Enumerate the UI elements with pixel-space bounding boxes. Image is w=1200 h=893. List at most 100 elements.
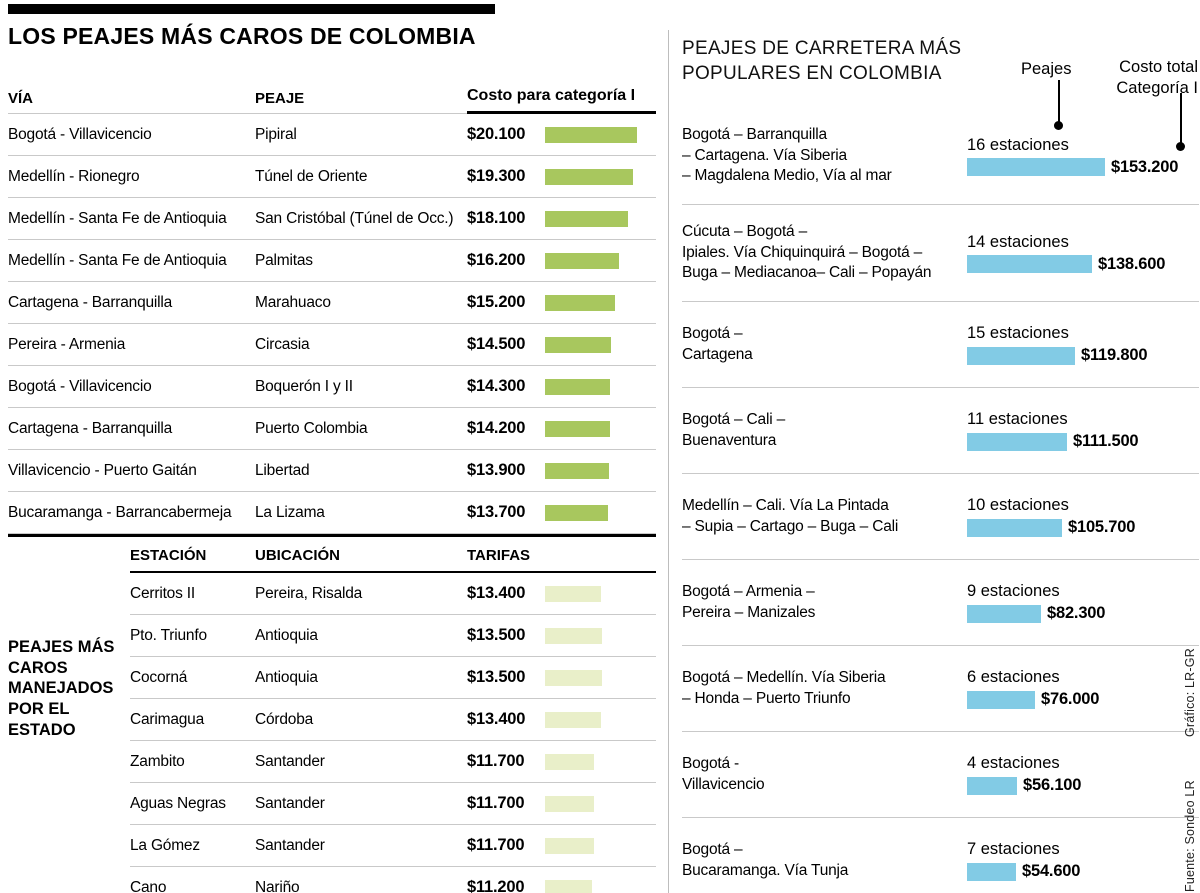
toll-cost: $14.500 <box>467 335 526 353</box>
toll-value-bar <box>545 504 608 521</box>
expensive-tolls-rows: Bogotá - Villavicencio Pipiral $20.100 M… <box>8 114 656 534</box>
route-row: Bogotá – Bucaramanga. Vía Tunja 7 estaci… <box>682 818 1199 893</box>
legend-stations-label: Peajes <box>1021 60 1072 78</box>
station-tariff: $13.500 <box>467 626 526 644</box>
toll-value-bar <box>545 126 637 143</box>
toll-via: Bucaramanga - Barrancabermeja <box>8 503 232 521</box>
station-name: La Gómez <box>130 836 200 854</box>
station-tariff: $13.400 <box>467 584 526 602</box>
route-row: Medellín – Cali. Vía La Pintada – Supia … <box>682 474 1199 561</box>
legend-stations-callout-line <box>1058 80 1060 124</box>
vertical-divider <box>668 30 669 893</box>
title-rule <box>8 4 495 14</box>
state-toll-row: Cano Nariño $11.200 <box>130 867 656 893</box>
toll-cost: $15.200 <box>467 293 526 311</box>
station-tariff: $13.500 <box>467 668 526 686</box>
route-bar-line: $56.100 <box>967 776 1199 795</box>
route-total-cost: $54.600 <box>1022 862 1081 881</box>
toll-peaje: Palmitas <box>255 251 313 269</box>
toll-peaje: La Lizama <box>255 503 325 521</box>
station-location: Pereira, Risalda <box>255 584 363 602</box>
station-location: Nariño <box>255 878 300 893</box>
toll-bar-cell <box>545 420 656 437</box>
toll-cost: $16.200 <box>467 251 526 269</box>
toll-cost: $13.900 <box>467 461 526 479</box>
route-stations-count: 4 estaciones <box>967 754 1060 773</box>
toll-peaje: Circasia <box>255 335 310 353</box>
credit-source: Fuente: Sondeo LR <box>1183 780 1197 892</box>
toll-row: Bogotá - Villavicencio Boquerón I y II $… <box>8 366 656 408</box>
toll-cost: $13.700 <box>467 503 526 521</box>
route-row: Bogotá – Cali – Buenaventura 11 estacion… <box>682 388 1199 475</box>
state-toll-row: Pto. Triunfo Antioquia $13.500 <box>130 615 656 657</box>
route-total-cost: $76.000 <box>1041 690 1100 709</box>
station-name: Cerritos II <box>130 584 195 602</box>
toll-bar-cell <box>545 126 656 143</box>
station-bar-cell <box>545 585 656 602</box>
section-divider <box>8 534 656 537</box>
toll-cost: $18.100 <box>467 209 526 227</box>
route-bar-line: $153.200 <box>967 158 1199 177</box>
route-total-cost: $153.200 <box>1111 157 1179 176</box>
route-bar-line: $138.600 <box>967 255 1199 274</box>
station-location: Santander <box>255 836 325 854</box>
station-location: Santander <box>255 752 325 770</box>
route-name: Bogotá – Armenia – Pereira – Manizales <box>682 583 816 621</box>
column-header-via: VÍA <box>8 80 255 114</box>
expensive-tolls-header-row: VÍA PEAJE Costo para categoría I <box>8 80 656 114</box>
station-location: Córdoba <box>255 710 314 728</box>
popular-routes-section: PEAJES DE CARRETERA MÁS POPULARES EN COL… <box>682 36 1199 893</box>
toll-peaje: Boquerón I y II <box>255 377 353 395</box>
route-data: 15 estaciones $119.800 <box>967 324 1199 365</box>
toll-peaje: San Cristóbal (Túnel de Occ.) <box>255 209 454 227</box>
toll-cost: $14.200 <box>467 419 526 437</box>
route-name: Bogotá – Barranquilla – Cartagena. Vía S… <box>682 126 892 185</box>
station-value-bar <box>545 711 601 728</box>
column-header-location: UBICACIÓN <box>255 537 467 573</box>
toll-value-bar <box>545 210 628 227</box>
route-bar-line: $111.500 <box>967 432 1199 451</box>
route-data: 11 estaciones $111.500 <box>967 410 1199 451</box>
station-value-bar <box>545 879 592 893</box>
station-name: Pto. Triunfo <box>130 626 207 644</box>
station-location: Antioquia <box>255 668 318 686</box>
route-data: 10 estaciones $105.700 <box>967 496 1199 537</box>
legend-cost-callout-line <box>1180 93 1182 145</box>
route-bar-line: $105.700 <box>967 518 1199 537</box>
route-value-bar <box>967 346 1075 365</box>
page-title: LOS PEAJES MÁS CAROS DE COLOMBIA <box>8 23 476 49</box>
state-toll-row: Cocorná Antioquia $13.500 <box>130 657 656 699</box>
toll-bar-cell <box>545 168 656 185</box>
state-tolls-section: PEAJES MÁS CAROS MANEJADOS POR EL ESTADO… <box>8 537 656 893</box>
toll-row: Bogotá - Villavicencio Pipiral $20.100 <box>8 114 656 156</box>
toll-row: Villavicencio - Puerto Gaitán Libertad $… <box>8 450 656 492</box>
route-stations-count: 6 estaciones <box>967 668 1060 687</box>
station-tariff: $11.700 <box>467 794 525 812</box>
route-value-bar <box>967 690 1035 709</box>
toll-peaje: Puerto Colombia <box>255 419 368 437</box>
station-name: Cano <box>130 878 167 893</box>
station-bar-cell <box>545 669 656 686</box>
column-header-station: ESTACIÓN <box>130 537 255 573</box>
state-toll-row: Aguas Negras Santander $11.700 <box>130 783 656 825</box>
station-value-bar <box>545 627 602 644</box>
toll-via: Pereira - Armenia <box>8 335 126 353</box>
station-value-bar <box>545 795 594 812</box>
route-data: 14 estaciones $138.600 <box>967 233 1199 274</box>
station-location: Santander <box>255 794 325 812</box>
route-bar-line: $119.800 <box>967 346 1199 365</box>
toll-value-bar <box>545 294 615 311</box>
toll-cost: $14.300 <box>467 377 526 395</box>
toll-value-bar <box>545 252 619 269</box>
route-bar-line: $54.600 <box>967 862 1199 881</box>
legend-cost-label: Costo total Categoría I <box>1116 58 1198 98</box>
route-stations-count: 11 estaciones <box>967 410 1068 429</box>
toll-cost: $20.100 <box>467 125 526 143</box>
column-header-tariff: TARIFAS <box>467 537 656 573</box>
state-tolls-label: PEAJES MÁS CAROS MANEJADOS POR EL ESTADO <box>8 638 115 739</box>
toll-via: Medellín - Santa Fe de Antioquia <box>8 209 227 227</box>
toll-via: Medellín - Rionegro <box>8 167 140 185</box>
state-toll-row: Cerritos II Pereira, Risalda $13.400 <box>130 573 656 615</box>
station-tariff: $11.200 <box>467 878 525 893</box>
state-tolls-header-row: ESTACIÓN UBICACIÓN TARIFAS <box>130 537 656 573</box>
